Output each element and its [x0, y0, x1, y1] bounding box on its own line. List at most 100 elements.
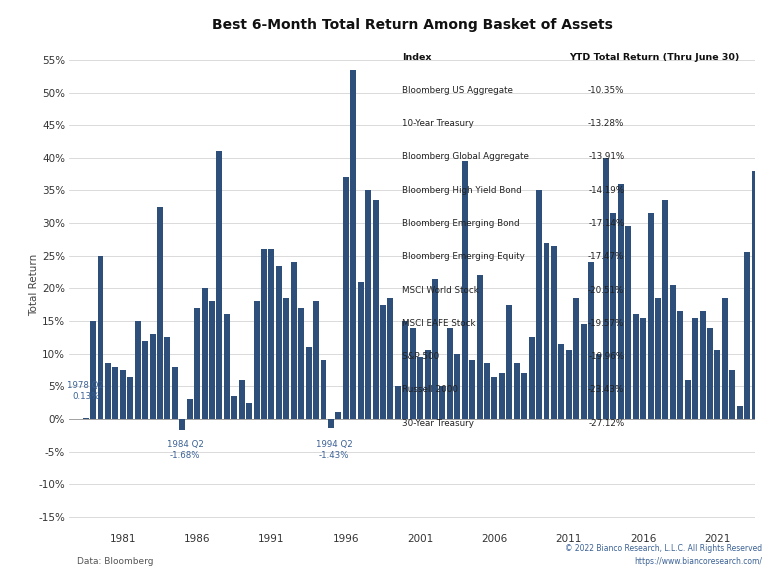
Text: -27.12%: -27.12%: [588, 419, 624, 428]
Bar: [82, 418, 89, 419]
Bar: [224, 314, 230, 419]
Text: -19.96%: -19.96%: [588, 352, 624, 361]
Bar: [499, 373, 505, 419]
Bar: [662, 200, 668, 419]
Text: -10.35%: -10.35%: [588, 86, 624, 95]
Bar: [149, 334, 156, 419]
Bar: [603, 158, 609, 419]
Bar: [722, 298, 728, 419]
Bar: [529, 338, 534, 419]
Bar: [216, 151, 223, 419]
Bar: [410, 328, 416, 419]
Bar: [269, 249, 274, 419]
Bar: [187, 399, 192, 419]
Bar: [336, 412, 341, 419]
Text: Russell 2000: Russell 2000: [402, 385, 457, 395]
Bar: [633, 314, 638, 419]
Text: Bloomberg Global Aggregate: Bloomberg Global Aggregate: [402, 153, 528, 161]
Bar: [142, 340, 148, 419]
Bar: [566, 350, 572, 419]
Bar: [625, 226, 631, 419]
Bar: [276, 266, 282, 419]
Bar: [507, 305, 512, 419]
Bar: [655, 298, 661, 419]
Text: MSCI World Stock: MSCI World Stock: [402, 286, 478, 294]
Bar: [469, 360, 475, 419]
Bar: [172, 367, 178, 419]
Text: -20.51%: -20.51%: [588, 286, 624, 294]
Bar: [432, 279, 438, 419]
Bar: [127, 377, 133, 419]
Bar: [424, 350, 430, 419]
Text: 1984 Q2
-1.68%: 1984 Q2 -1.68%: [167, 440, 204, 460]
Bar: [209, 301, 215, 419]
Bar: [157, 207, 163, 419]
Bar: [380, 305, 386, 419]
Bar: [737, 406, 743, 419]
Bar: [350, 70, 357, 419]
Y-axis label: Total Return: Total Return: [29, 254, 39, 316]
Bar: [536, 191, 542, 419]
Bar: [343, 177, 349, 419]
Bar: [283, 298, 290, 419]
Bar: [105, 363, 111, 419]
Bar: [752, 171, 758, 419]
Bar: [402, 321, 408, 419]
Bar: [202, 289, 208, 419]
Text: -17.14%: -17.14%: [588, 219, 624, 228]
Bar: [729, 370, 735, 419]
Text: 1994 Q2
-1.43%: 1994 Q2 -1.43%: [316, 440, 353, 460]
Text: -14.19%: -14.19%: [588, 185, 624, 195]
Bar: [670, 285, 676, 419]
Bar: [491, 377, 497, 419]
Bar: [387, 298, 393, 419]
Bar: [239, 380, 245, 419]
Text: 30-Year Treasury: 30-Year Treasury: [402, 419, 474, 428]
Bar: [611, 213, 616, 419]
Bar: [395, 386, 401, 419]
Bar: [558, 344, 564, 419]
Text: -17.47%: -17.47%: [588, 252, 624, 262]
Bar: [715, 350, 721, 419]
Bar: [246, 403, 252, 419]
Text: Bloomberg Emerging Equity: Bloomberg Emerging Equity: [402, 252, 524, 262]
Text: YTD Total Return (Thru June 30): YTD Total Return (Thru June 30): [570, 52, 740, 62]
Bar: [120, 370, 126, 419]
Bar: [588, 262, 594, 419]
Bar: [320, 360, 326, 419]
Bar: [595, 354, 601, 419]
Bar: [648, 213, 654, 419]
Text: Bloomberg US Aggregate: Bloomberg US Aggregate: [402, 86, 513, 95]
Bar: [417, 357, 423, 419]
Bar: [685, 380, 691, 419]
Bar: [477, 275, 483, 419]
Bar: [90, 321, 96, 419]
Text: 10-Year Treasury: 10-Year Treasury: [402, 119, 474, 128]
Bar: [766, 344, 770, 419]
Text: S&P 500: S&P 500: [402, 352, 439, 361]
Bar: [514, 363, 520, 419]
Text: Bloomberg High Yield Bond: Bloomberg High Yield Bond: [402, 185, 521, 195]
Bar: [253, 301, 259, 419]
Text: MSCI EAFE Stock: MSCI EAFE Stock: [402, 319, 475, 328]
Title: Best 6-Month Total Return Among Basket of Assets: Best 6-Month Total Return Among Basket o…: [212, 18, 612, 32]
Bar: [98, 256, 103, 419]
Bar: [112, 367, 119, 419]
Bar: [521, 373, 527, 419]
Bar: [440, 386, 445, 419]
Bar: [744, 252, 750, 419]
Bar: [135, 321, 141, 419]
Text: -23.43%: -23.43%: [588, 385, 624, 395]
Bar: [358, 282, 363, 419]
Bar: [261, 249, 267, 419]
Bar: [692, 318, 698, 419]
Bar: [759, 311, 765, 419]
Bar: [373, 200, 379, 419]
Text: -13.91%: -13.91%: [588, 153, 624, 161]
Bar: [544, 242, 550, 419]
Bar: [707, 328, 713, 419]
Bar: [551, 246, 557, 419]
Bar: [640, 318, 646, 419]
Bar: [581, 324, 587, 419]
Bar: [447, 328, 453, 419]
